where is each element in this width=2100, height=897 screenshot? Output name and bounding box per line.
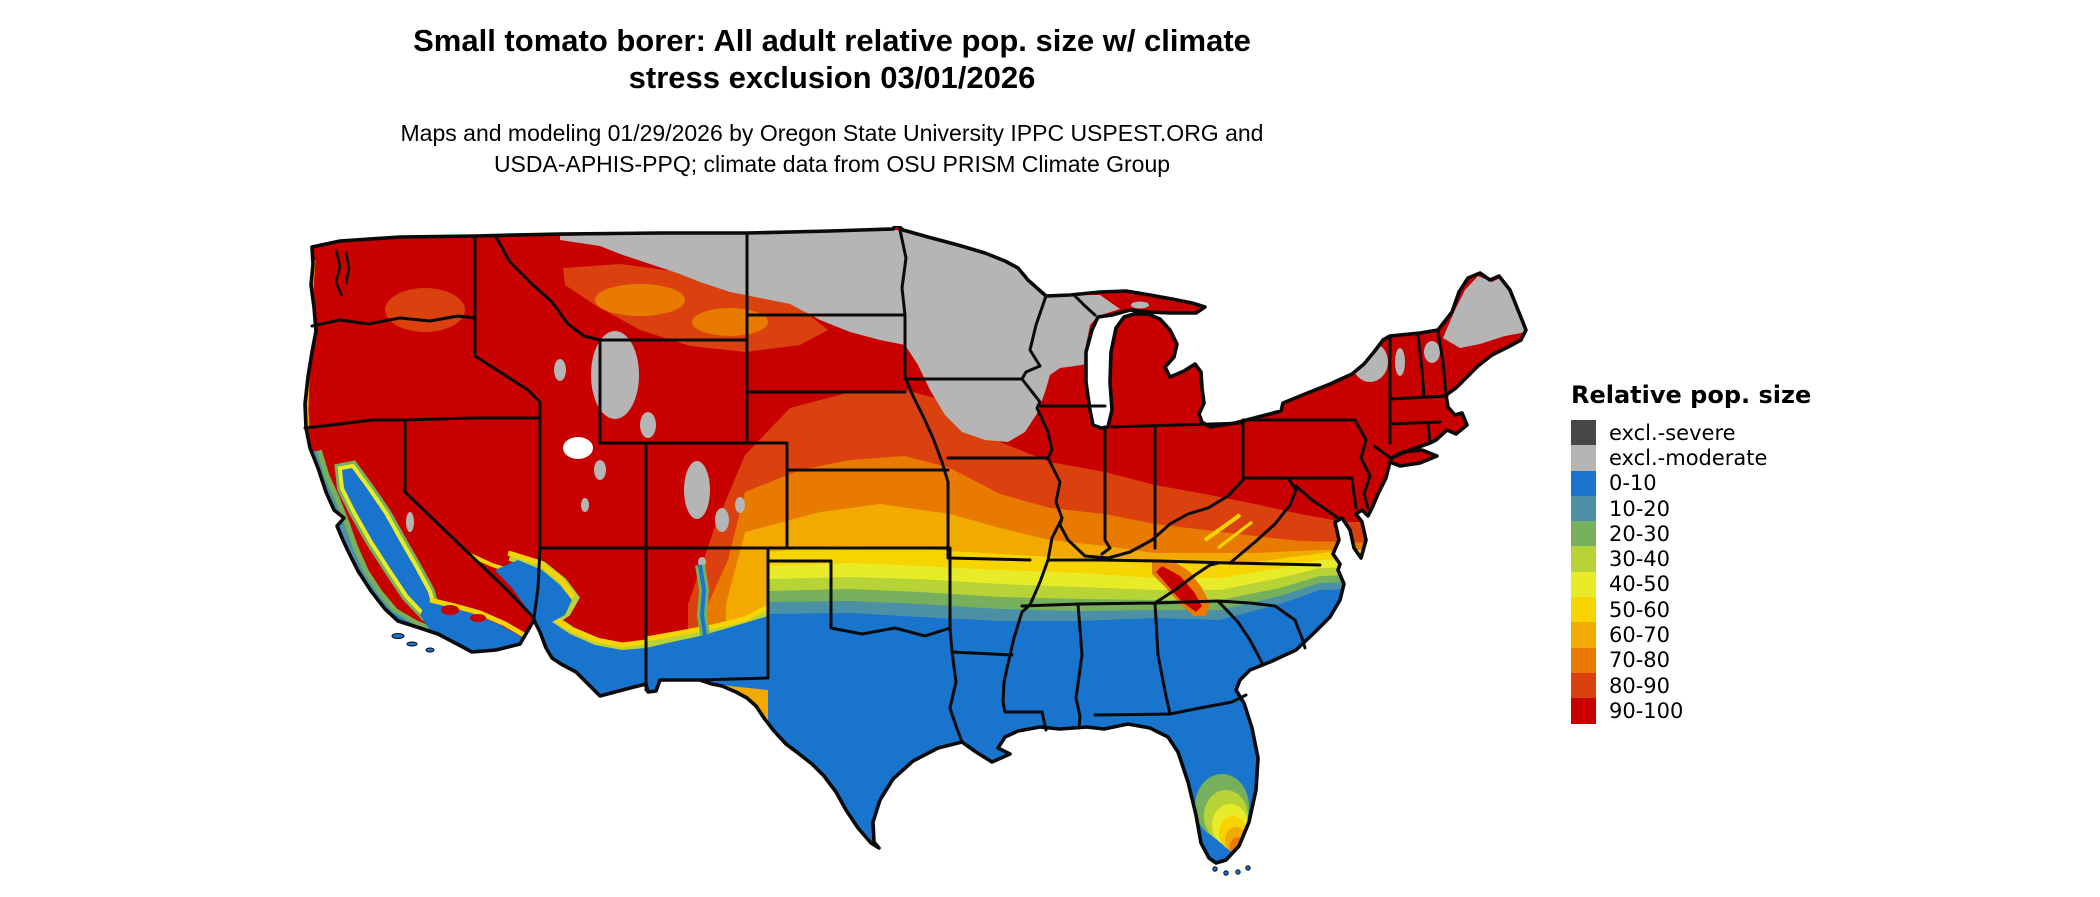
subtitle-line-1: Maps and modeling 01/29/2026 by Oregon S… xyxy=(400,120,1264,146)
legend-item: 70-80 xyxy=(1571,647,1811,673)
excl-moderate-adirondacks xyxy=(1352,342,1388,382)
excl-moderate-co-rockies-2 xyxy=(715,508,729,532)
columbia-basin-80-90-patch xyxy=(385,288,465,332)
legend-swatch-b30_40 xyxy=(1571,546,1596,572)
socal-yellow-fringe xyxy=(429,597,526,638)
legend-item: 50-60 xyxy=(1571,597,1811,623)
excl-moderate-sierra-dot xyxy=(406,512,414,532)
socal-mtn-red-2 xyxy=(470,614,486,622)
legend-label-b20_30: 20-30 xyxy=(1609,521,1671,546)
map-header: Small tomato borer: All adult relative p… xyxy=(0,22,1664,180)
excl-moderate-north-region xyxy=(560,230,1120,442)
excl-moderate-bighorn xyxy=(640,412,656,438)
central-valley-blue xyxy=(342,468,432,612)
florida-key-4 xyxy=(1245,865,1251,871)
legend-swatch-b80_90 xyxy=(1571,672,1596,699)
legend-swatch-b40_50 xyxy=(1571,571,1596,598)
excl-moderate-white-mtns xyxy=(1424,341,1440,363)
title-line-2: stress exclusion 03/01/2026 xyxy=(628,60,1036,95)
legend-item: 90-100 xyxy=(1571,698,1811,724)
legend-item: 0-10 xyxy=(1571,470,1811,496)
legend-label-b10_20: 10-20 xyxy=(1609,496,1671,521)
title-line-1: Small tomato borer: All adult relative p… xyxy=(413,23,1251,58)
legend-item: 60-70 xyxy=(1571,622,1811,648)
florida-key-1 xyxy=(1212,866,1218,872)
legend-swatch-excl_moderate xyxy=(1571,445,1596,471)
legend-swatch-b20_30 xyxy=(1571,521,1596,547)
florida-keys xyxy=(1212,865,1251,876)
nm-blue-region xyxy=(646,616,768,692)
rio-grande-blue-strip xyxy=(698,564,707,636)
florida-key-2 xyxy=(1223,870,1229,876)
legend-rows: excl.-severe excl.-moderate 0-10 10-20 20-30… xyxy=(1571,420,1811,724)
legend: Relative pop. size excl.-severe excl.-mod… xyxy=(1571,381,1811,724)
legend-title: Relative pop. size xyxy=(1571,381,1812,409)
excl-moderate-maine-region xyxy=(1443,276,1526,348)
legend-label-b70_80: 70-80 xyxy=(1609,648,1671,673)
channel-island-2 xyxy=(406,641,418,647)
legend-swatch-b50_60 xyxy=(1571,597,1596,623)
excl-moderate-idaho xyxy=(554,359,566,381)
legend-item: 10-20 xyxy=(1571,495,1811,522)
legend-label-b30_40: 30-40 xyxy=(1609,547,1671,572)
nm-yellow-fringe xyxy=(645,604,770,642)
puget-sound xyxy=(334,249,351,297)
legend-swatch-b60_70 xyxy=(1571,622,1596,648)
legend-label-excl_moderate: excl.-moderate xyxy=(1609,445,1768,470)
legend-label-b0_10: 0-10 xyxy=(1609,471,1657,496)
page-subtitle: Maps and modeling 01/29/2026 by Oregon S… xyxy=(0,118,1664,180)
florida-key-3 xyxy=(1235,869,1241,875)
page-title: Small tomato borer: All adult relative p… xyxy=(0,22,1664,96)
legend-swatch-b0_10 xyxy=(1571,470,1596,496)
excl-moderate-utah-2 xyxy=(581,498,589,512)
legend-swatch-excl_severe xyxy=(1571,420,1596,446)
florida-90-100-spot xyxy=(1237,851,1245,861)
us-map xyxy=(300,222,1545,892)
nm-green-fringe xyxy=(645,608,771,649)
blue-ridge-yellow-streak-2 xyxy=(1217,520,1253,550)
legend-label-b90_100: 90-100 xyxy=(1609,698,1684,723)
legend-label-excl_severe: excl.-severe xyxy=(1609,420,1736,445)
legend-item: 30-40 xyxy=(1571,546,1811,572)
socal-mtn-red-1 xyxy=(441,605,459,615)
excl-moderate-up-dot xyxy=(1131,301,1149,309)
channel-island-3 xyxy=(425,647,435,653)
florida-westcoast-orange-dot xyxy=(1180,785,1186,791)
excl-moderate-uinta xyxy=(594,460,606,480)
legend-item: 40-50 xyxy=(1571,571,1811,598)
legend-item: excl.-severe xyxy=(1571,420,1811,446)
raster-fill-layers xyxy=(305,226,1526,863)
montana-70-80-patch-2 xyxy=(692,308,768,336)
excl-moderate-co-rockies xyxy=(684,461,710,519)
channel-islands xyxy=(391,633,435,653)
legend-swatch-b70_80 xyxy=(1571,647,1596,673)
legend-item: 20-30 xyxy=(1571,521,1811,547)
legend-label-b40_50: 40-50 xyxy=(1609,572,1671,597)
legend-label-b80_90: 80-90 xyxy=(1609,673,1671,698)
legend-swatch-b10_20 xyxy=(1571,495,1596,522)
az-blue-region xyxy=(495,560,646,696)
state-borders xyxy=(303,228,1449,744)
subtitle-line-2: USDA-APHIS-PPQ; climate data from OSU PR… xyxy=(493,151,1171,177)
channel-island-1 xyxy=(391,633,405,639)
legend-item: excl.-moderate xyxy=(1571,445,1811,471)
excl-moderate-yellowstone xyxy=(591,331,639,419)
excl-moderate-co-rockies-3 xyxy=(735,497,745,513)
legend-label-b50_60: 50-60 xyxy=(1609,597,1671,622)
legend-item: 80-90 xyxy=(1571,672,1811,699)
excl-moderate-green-mtns xyxy=(1395,348,1405,376)
us-map-svg xyxy=(303,222,1528,876)
legend-label-b60_70: 60-70 xyxy=(1609,623,1671,648)
blue-ridge-yellow-streak-1 xyxy=(1203,513,1242,542)
great-salt-lake xyxy=(563,437,593,459)
legend-swatch-b90_100 xyxy=(1571,698,1596,724)
montana-70-80-patch xyxy=(595,284,685,316)
